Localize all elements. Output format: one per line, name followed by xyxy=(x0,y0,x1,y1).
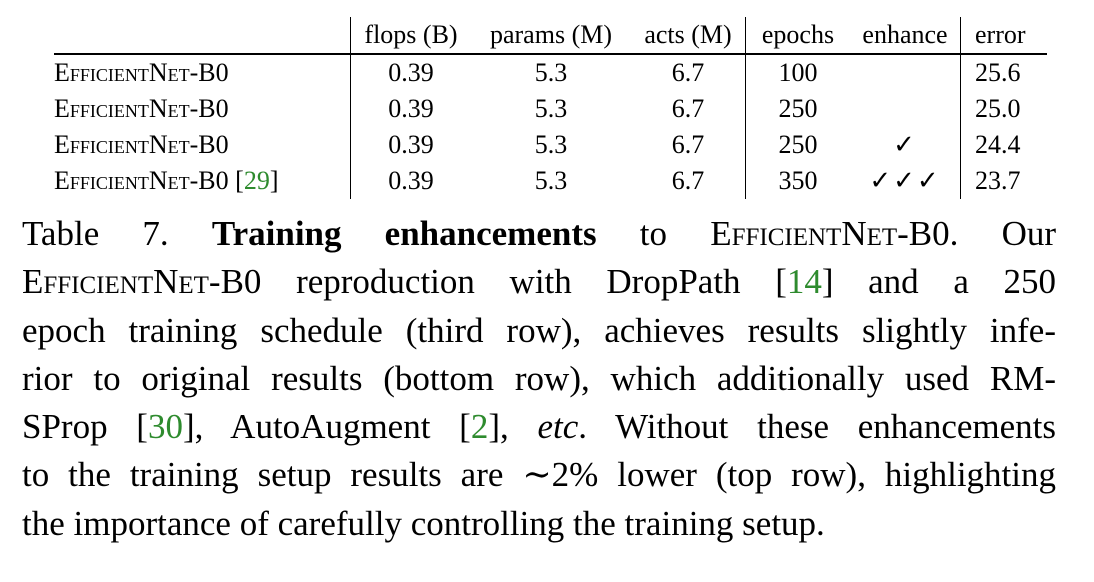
caption-line: SProp [30], AutoAugment [2], etc. Withou… xyxy=(22,403,1056,451)
model-name: EfficientNet-B0 xyxy=(54,58,229,87)
header-params: params (M) xyxy=(471,17,631,55)
header-flops: flops (B) xyxy=(350,17,471,55)
cell-params: 5.3 xyxy=(534,94,568,123)
caption-line: Table 7. Training enhancements to Effici… xyxy=(22,210,1056,258)
caption-text: SProp [ xyxy=(22,407,148,447)
cell-epochs: 250 xyxy=(778,130,818,159)
table-row: EfficientNet-B0 0.39 5.3 6.7 100 25.6 xyxy=(54,54,1047,91)
table-body: EfficientNet-B0 0.39 5.3 6.7 100 25.6 Ef… xyxy=(54,54,1047,199)
caption-line: EfficientNet-B0 reproduction with DropPa… xyxy=(22,258,1056,306)
cell-acts: 6.7 xyxy=(631,91,746,127)
header-epochs: epochs xyxy=(745,17,850,55)
caption-model-name: EfficientNet-B0 xyxy=(710,214,950,253)
cell-acts: 6.7 xyxy=(631,127,746,163)
citation-link[interactable]: 30 xyxy=(147,407,183,447)
caption-text: ] and a 250 xyxy=(821,262,1056,302)
caption-bold-title: Training enhancements xyxy=(211,214,597,253)
results-table-container: flops (B) params (M) acts (M) epochs enh… xyxy=(54,17,1047,199)
table-header: flops (B) params (M) acts (M) epochs enh… xyxy=(54,17,1047,55)
cell-flops: 0.39 xyxy=(388,130,434,159)
table-row: EfficientNet-B0 0.39 5.3 6.7 250 ✓ 24.4 xyxy=(54,127,1047,163)
cell-enhance xyxy=(850,54,961,91)
caption-line: to the training setup results are ∼2% lo… xyxy=(22,455,1056,495)
header-row: flops (B) params (M) acts (M) epochs enh… xyxy=(54,17,1047,55)
model-name: EfficientNet-B0 xyxy=(54,94,229,123)
header-acts: acts (M) xyxy=(631,17,746,55)
header-error: error xyxy=(960,17,1047,55)
caption-model-name: EfficientNet-B0 xyxy=(22,262,262,302)
header-enhance: enhance xyxy=(850,17,961,55)
caption-etc: etc xyxy=(537,407,579,447)
caption-line: the importance of carefully controlling … xyxy=(22,503,825,543)
cell-enhance: ✓ xyxy=(850,127,961,163)
table-row: EfficientNet-B0 [29] 0.39 5.3 6.7 350 ✓✓… xyxy=(54,163,1047,199)
cell-error: 25.6 xyxy=(975,58,1021,87)
caption-text: to xyxy=(596,214,711,253)
cell-flops: 0.39 xyxy=(388,58,434,87)
cell-error: 25.0 xyxy=(975,94,1021,123)
cell-error: 23.7 xyxy=(975,166,1021,195)
caption-line: rior to original results (bottom row), w… xyxy=(22,358,1056,398)
caption-text: reproduction with DropPath [ xyxy=(261,262,787,302)
header-model xyxy=(54,17,351,55)
cell-model: EfficientNet-B0 [29] xyxy=(54,163,351,199)
cell-flops: 0.39 xyxy=(388,166,434,195)
table-caption: Table 7. Training enhancements to Effici… xyxy=(22,210,1056,548)
cell-epochs: 250 xyxy=(778,94,818,123)
caption-line: epoch training schedule (third row), ach… xyxy=(22,310,1056,350)
cell-epochs: 350 xyxy=(778,166,818,195)
results-table: flops (B) params (M) acts (M) epochs enh… xyxy=(54,17,1047,199)
model-name: EfficientNet-B0 xyxy=(54,130,229,159)
cell-model: EfficientNet-B0 xyxy=(54,127,351,163)
caption-text: ], xyxy=(488,407,538,447)
cell-model: EfficientNet-B0 xyxy=(54,54,351,91)
cell-flops: 0.39 xyxy=(388,94,434,123)
cell-acts: 6.7 xyxy=(631,54,746,91)
citation-link[interactable]: 14 xyxy=(786,262,822,302)
caption-label: Table 7. xyxy=(22,214,169,253)
citation-link[interactable]: 2 xyxy=(470,407,489,447)
caption-text: . Without these enhancements xyxy=(578,407,1056,447)
cell-params: 5.3 xyxy=(534,58,568,87)
caption-text: ], AutoAugment [ xyxy=(182,407,471,447)
cell-error: 24.4 xyxy=(975,130,1021,159)
cell-params: 5.3 xyxy=(534,166,568,195)
caption-text: . Our xyxy=(949,214,1057,253)
cell-params: 5.3 xyxy=(534,130,568,159)
cell-enhance xyxy=(850,91,961,127)
citation-link[interactable]: 29 xyxy=(243,166,270,195)
cell-epochs: 100 xyxy=(778,58,818,87)
cell-model: EfficientNet-B0 xyxy=(54,91,351,127)
model-name: EfficientNet-B0 xyxy=(54,166,229,195)
table-row: EfficientNet-B0 0.39 5.3 6.7 250 25.0 xyxy=(54,91,1047,127)
cell-acts: 6.7 xyxy=(631,163,746,199)
cell-enhance: ✓✓✓ xyxy=(850,163,961,199)
